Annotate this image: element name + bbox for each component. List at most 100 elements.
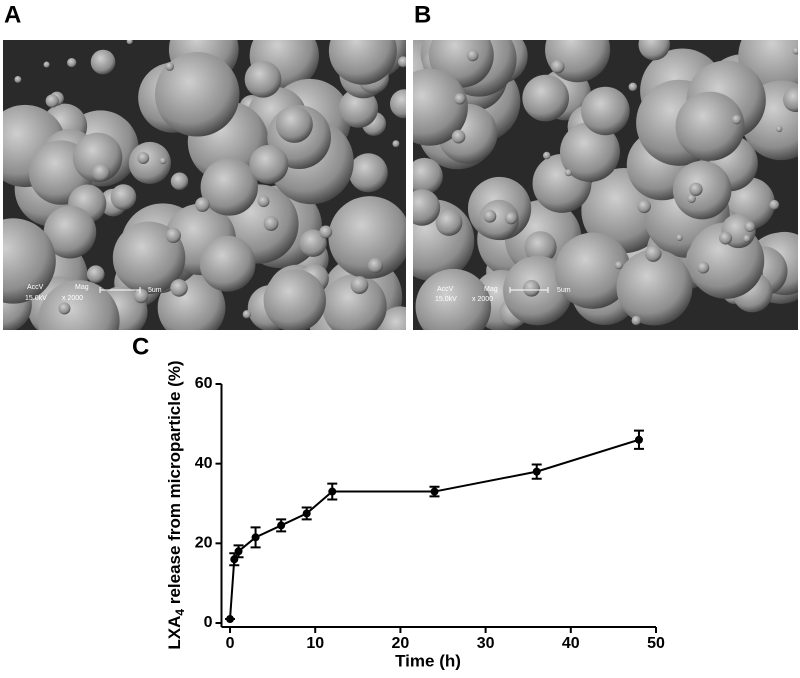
sphere	[249, 144, 289, 185]
y-axis-label: LXA4 release from microparticle (%)	[165, 360, 187, 649]
sphere	[200, 158, 258, 216]
overlay-text: x 2000	[62, 295, 83, 302]
small-sphere	[67, 58, 77, 68]
panel-label: B	[414, 1, 431, 28]
sphere	[3, 218, 56, 304]
small-sphere	[14, 75, 22, 83]
small-sphere	[744, 221, 756, 233]
sphere	[263, 269, 327, 330]
small-sphere	[170, 172, 189, 190]
sphere	[581, 86, 630, 136]
scale-bar	[99, 287, 141, 293]
sphere	[413, 189, 441, 226]
spheres-b	[413, 40, 798, 330]
small-sphere	[263, 216, 279, 231]
small-sphere	[689, 182, 703, 196]
small-sphere	[466, 49, 479, 62]
x-tick-label: 0	[226, 635, 235, 652]
small-sphere	[676, 234, 683, 241]
sphere	[110, 184, 137, 210]
data-point	[302, 509, 311, 518]
data-line	[229, 438, 640, 620]
small-sphere	[719, 231, 733, 245]
small-sphere	[126, 40, 133, 45]
overlay-text: AccV	[437, 286, 454, 293]
scale-bar	[509, 287, 549, 293]
sphere	[43, 205, 97, 259]
overlay-text: Mag	[75, 284, 89, 291]
small-sphere	[392, 140, 400, 148]
small-sphere	[631, 315, 642, 326]
sphere	[155, 52, 240, 137]
small-sphere	[614, 261, 623, 270]
sphere	[524, 231, 557, 264]
small-sphere	[792, 47, 798, 55]
data-point	[277, 521, 286, 530]
chart: Time (h) LXA4 release from microparticle…	[165, 360, 665, 670]
sphere	[675, 91, 745, 161]
small-sphere	[92, 163, 110, 182]
small-sphere	[523, 279, 540, 297]
overlay-text: Mag	[484, 286, 498, 293]
data-point	[328, 487, 337, 496]
small-sphere	[350, 276, 369, 295]
overlay-text: 5um	[148, 287, 162, 294]
overlay-text: 15.0kV	[435, 296, 457, 303]
small-sphere	[367, 257, 383, 274]
sphere	[413, 68, 468, 146]
sphere	[378, 306, 406, 330]
small-sphere	[195, 197, 210, 212]
y-tick-label: 60	[195, 375, 213, 392]
panel-label: A	[4, 1, 21, 28]
sphere	[415, 268, 492, 330]
small-sphere	[687, 194, 696, 203]
sphere	[128, 141, 171, 185]
small-sphere	[743, 234, 751, 243]
small-sphere	[257, 195, 270, 208]
spheres-a	[3, 40, 406, 330]
panel-label: C	[132, 333, 149, 360]
data-point	[234, 547, 243, 556]
small-sphere	[137, 152, 150, 165]
sphere	[338, 88, 379, 128]
small-sphere	[637, 199, 651, 214]
small-sphere	[542, 151, 551, 160]
sphere	[522, 74, 570, 122]
x-tick-label: 50	[647, 635, 665, 652]
sphere	[199, 235, 256, 292]
overlay-b: AccV Mag 15.0kV x 2000 5um	[435, 286, 571, 303]
small-sphere	[550, 59, 565, 74]
small-sphere	[170, 279, 188, 297]
data-point	[634, 435, 643, 444]
sphere	[299, 229, 327, 257]
small-sphere	[398, 56, 406, 68]
small-sphere	[319, 225, 333, 239]
y-axis-label-sub: 4	[173, 609, 187, 616]
x-axis-label: Time (h)	[395, 651, 461, 670]
sphere	[90, 49, 116, 75]
small-sphere	[504, 211, 518, 225]
small-sphere	[644, 245, 662, 262]
sphere	[559, 121, 620, 182]
small-sphere	[697, 261, 710, 274]
small-sphere	[483, 209, 497, 223]
data-point	[532, 467, 541, 476]
small-sphere	[731, 114, 742, 125]
sphere	[554, 232, 631, 309]
sphere	[275, 105, 313, 143]
overlay-text: 5um	[557, 287, 571, 294]
overlay-text: 15.0kV	[25, 295, 47, 302]
x-tick-label: 10	[306, 635, 324, 652]
small-sphere	[43, 61, 50, 68]
sphere	[244, 60, 282, 98]
sphere	[38, 280, 120, 330]
data-point	[251, 533, 260, 542]
x-tick-label: 20	[392, 635, 410, 652]
small-sphere	[769, 199, 780, 210]
data-point	[226, 615, 235, 624]
sphere	[638, 40, 670, 61]
y-tick-label: 40	[195, 455, 213, 472]
y-tick-label: 0	[204, 614, 213, 631]
small-sphere	[159, 157, 167, 165]
